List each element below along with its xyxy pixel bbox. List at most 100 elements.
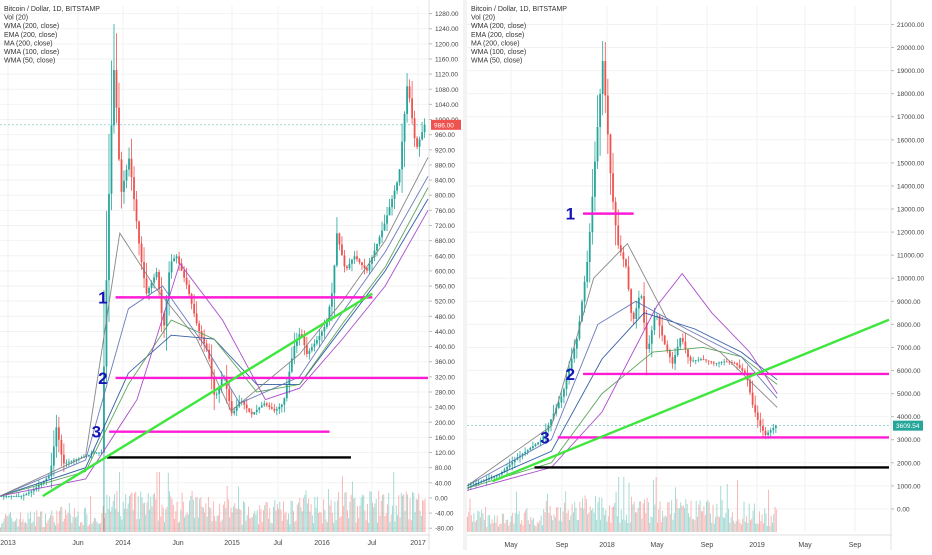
volume-bar xyxy=(298,502,300,532)
candle-body xyxy=(583,281,586,302)
volume-bar xyxy=(305,490,307,532)
volume-bar xyxy=(225,508,227,532)
candle-body xyxy=(300,334,303,337)
candle-body xyxy=(356,256,358,260)
volume-bar xyxy=(496,515,498,532)
candle-body xyxy=(310,347,313,351)
y-tick-label: 1280.00 xyxy=(435,11,459,18)
volume-bar xyxy=(219,503,221,532)
volume-bar xyxy=(81,521,83,532)
volume-bar xyxy=(82,525,84,532)
candle-body xyxy=(378,237,381,244)
volume-bar xyxy=(539,520,541,532)
x-tick-label: Jun xyxy=(72,540,83,547)
volume-bar xyxy=(36,510,38,532)
volume-bar xyxy=(299,497,301,532)
volume-bar xyxy=(397,515,398,532)
volume-bar xyxy=(473,512,475,532)
volume-bar xyxy=(587,514,589,532)
candle-body xyxy=(205,343,208,350)
candle-body xyxy=(190,294,193,304)
y-tick-label: 11000.00 xyxy=(897,253,924,260)
chart-panel-right[interactable]: 1 2 3 21000.00 20000.00 19000.00 18000.00 17000… xyxy=(466,0,932,550)
volume-bar xyxy=(694,520,696,532)
volume-bar xyxy=(176,501,178,532)
candle-body xyxy=(674,355,676,364)
candle-body xyxy=(702,359,705,360)
x-axis: 2013 Jun 2014 Jun 2015 Jul 2016 Jul 2017 xyxy=(0,534,430,547)
volume-bar xyxy=(760,521,762,532)
candle-body xyxy=(270,407,273,409)
volume-bar xyxy=(602,507,604,532)
volume-bar xyxy=(31,523,33,532)
candle-body xyxy=(532,446,534,448)
volume-bar xyxy=(575,507,577,532)
candle-body xyxy=(393,190,396,199)
volume-bar xyxy=(212,501,214,532)
volume-bar xyxy=(338,491,340,532)
volume-bar xyxy=(607,516,609,532)
ma-line-wma100 xyxy=(0,176,429,497)
volume-bar xyxy=(256,510,258,532)
volume-bar xyxy=(182,501,184,532)
volume-bar xyxy=(504,523,506,532)
candle-body xyxy=(423,124,426,133)
bitcoin-chart-2013-2017[interactable]: 1 2 3 1280.00 1240.00 1200.00 1160.00 1120.00 10… xyxy=(0,0,462,550)
candle-body xyxy=(658,315,661,326)
candle-body xyxy=(550,419,552,425)
legend-item: EMA (200, close) xyxy=(4,32,57,39)
candle-body xyxy=(208,349,211,360)
y-tick-label: 760.00 xyxy=(435,208,455,215)
candle-body xyxy=(213,376,216,395)
volume-bar xyxy=(45,513,46,532)
candle-body xyxy=(133,177,135,200)
candle-body xyxy=(210,359,213,377)
volume-bar xyxy=(324,510,326,532)
volume-bar xyxy=(246,514,248,532)
y-tick-label: 9000.00 xyxy=(897,299,921,306)
volume-bar xyxy=(171,499,173,532)
volume-bar xyxy=(538,523,539,532)
volume-bar xyxy=(387,504,388,532)
volume-bar xyxy=(677,508,679,532)
chart-panel-left[interactable]: 1 2 3 1280.00 1240.00 1200.00 1160.00 1120.00 10… xyxy=(0,0,462,550)
volume-bar xyxy=(172,505,174,532)
candle-body xyxy=(506,467,508,470)
volume-bar xyxy=(733,520,735,532)
volume-bar xyxy=(728,508,729,532)
volume-bar xyxy=(254,510,256,532)
volume-bar xyxy=(583,508,585,532)
volume-bar xyxy=(618,477,620,532)
volume-bar xyxy=(394,521,396,532)
y-tick-label: 6000.00 xyxy=(897,368,921,375)
volume-bar xyxy=(469,498,471,532)
candle-body xyxy=(346,266,348,269)
candle-body xyxy=(115,69,118,108)
y-tick-label: 19000.00 xyxy=(897,68,924,75)
volume-bar xyxy=(61,506,63,532)
volume-bar xyxy=(70,514,72,532)
volume-bar xyxy=(17,526,19,532)
volume-bar xyxy=(390,514,392,532)
volume-bar xyxy=(289,524,291,532)
candle-body xyxy=(353,256,356,260)
bitcoin-chart-2017-2019[interactable]: 1 2 3 21000.00 20000.00 19000.00 18000.00 17000… xyxy=(466,0,932,550)
volume-bar xyxy=(3,518,5,532)
volume-bar xyxy=(30,511,31,532)
volume-bar xyxy=(672,519,674,532)
volume-bar xyxy=(579,501,581,532)
candle-body xyxy=(323,326,326,332)
volume-bar xyxy=(382,494,383,532)
x-tick-label: May xyxy=(650,542,664,549)
volume-bar xyxy=(303,498,305,532)
x-tick-label: May xyxy=(504,542,518,549)
volume-bar xyxy=(274,500,276,532)
volume-bar xyxy=(404,511,406,532)
volume-bar xyxy=(90,496,92,532)
candle-body xyxy=(653,316,656,331)
x-tick-label: 2013 xyxy=(0,540,16,547)
candle-body xyxy=(45,478,48,481)
volume-bar xyxy=(271,523,273,532)
volume-bar xyxy=(709,513,711,532)
volume-bar xyxy=(419,510,421,532)
